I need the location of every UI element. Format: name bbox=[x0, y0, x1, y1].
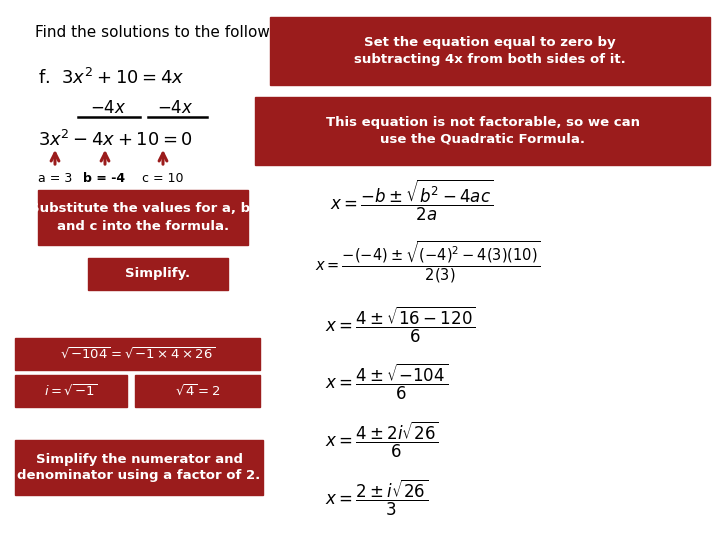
Text: $x = \dfrac{4 \pm \sqrt{16 - 120}}{6}$: $x = \dfrac{4 \pm \sqrt{16 - 120}}{6}$ bbox=[325, 305, 476, 345]
Text: $x = \dfrac{-(-4) \pm \sqrt{(-4)^2-4(3)(10)}}{2(3)}$: $x = \dfrac{-(-4) \pm \sqrt{(-4)^2-4(3)(… bbox=[315, 239, 541, 285]
FancyBboxPatch shape bbox=[15, 440, 263, 495]
Text: $3x^2 - 4x + 10 = 0$: $3x^2 - 4x + 10 = 0$ bbox=[38, 130, 193, 150]
FancyBboxPatch shape bbox=[270, 17, 710, 85]
FancyBboxPatch shape bbox=[135, 375, 260, 407]
FancyBboxPatch shape bbox=[15, 375, 127, 407]
Text: Simplify the numerator and
denominator using a factor of 2.: Simplify the numerator and denominator u… bbox=[17, 453, 261, 483]
FancyBboxPatch shape bbox=[15, 338, 260, 370]
Text: f.  $3x^2 + 10 = 4x$: f. $3x^2 + 10 = 4x$ bbox=[38, 68, 184, 88]
Text: $x = \dfrac{4 \pm 2i\sqrt{26}}{6}$: $x = \dfrac{4 \pm 2i\sqrt{26}}{6}$ bbox=[325, 420, 438, 460]
FancyBboxPatch shape bbox=[255, 97, 710, 165]
Text: $\sqrt{-104} = \sqrt{-1 \times 4 \times 26}$: $\sqrt{-104} = \sqrt{-1 \times 4 \times … bbox=[60, 346, 215, 362]
Text: $x = \dfrac{-b \pm \sqrt{b^2 - 4ac}}{2a}$: $x = \dfrac{-b \pm \sqrt{b^2 - 4ac}}{2a}… bbox=[330, 178, 493, 222]
Text: b = -4: b = -4 bbox=[83, 172, 125, 185]
Text: Simplify.: Simplify. bbox=[125, 267, 191, 280]
Text: $\sqrt{4} = 2$: $\sqrt{4} = 2$ bbox=[175, 383, 220, 399]
FancyBboxPatch shape bbox=[38, 190, 248, 245]
Text: Substitute the values for a, b,
and c into the formula.: Substitute the values for a, b, and c in… bbox=[30, 202, 256, 233]
Text: Find the solutions to the following:: Find the solutions to the following: bbox=[35, 25, 299, 40]
Text: a = 3: a = 3 bbox=[38, 172, 72, 185]
FancyBboxPatch shape bbox=[88, 258, 228, 290]
Text: $x = \dfrac{4 \pm \sqrt{-104}}{6}$: $x = \dfrac{4 \pm \sqrt{-104}}{6}$ bbox=[325, 362, 448, 402]
Text: $x = \dfrac{2 \pm i\sqrt{26}}{3}$: $x = \dfrac{2 \pm i\sqrt{26}}{3}$ bbox=[325, 478, 428, 518]
Text: This equation is not factorable, so we can
use the Quadratic Formula.: This equation is not factorable, so we c… bbox=[325, 116, 639, 146]
Text: Set the equation equal to zero by
subtracting 4x from both sides of it.: Set the equation equal to zero by subtra… bbox=[354, 36, 626, 66]
Text: c = 10: c = 10 bbox=[142, 172, 184, 185]
Text: $i = \sqrt{-1}$: $i = \sqrt{-1}$ bbox=[45, 383, 98, 399]
Text: $-4x$: $-4x$ bbox=[157, 99, 193, 117]
Text: $-4x$: $-4x$ bbox=[90, 99, 126, 117]
